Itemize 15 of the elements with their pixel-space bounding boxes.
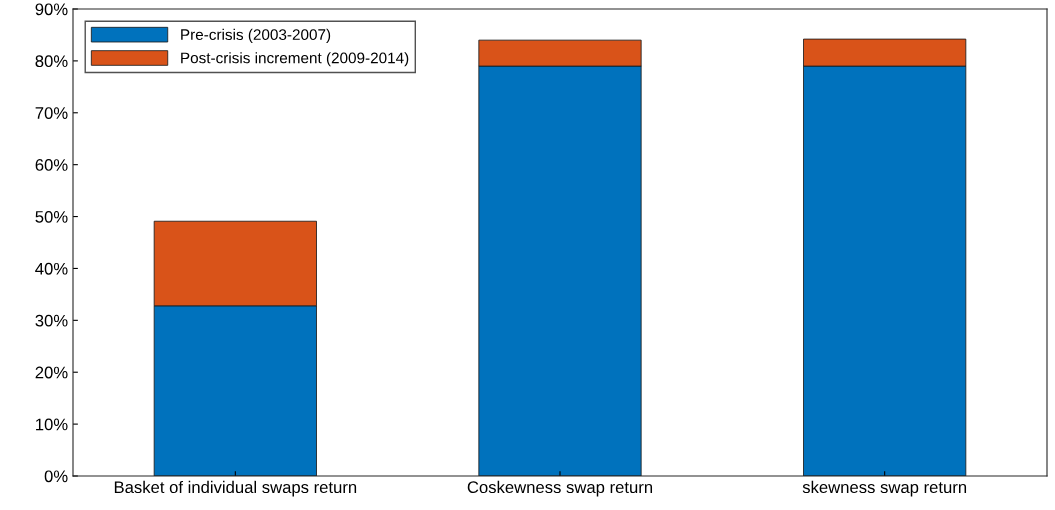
legend-label: Pre-crisis (2003-2007) [181, 28, 331, 44]
y-tick-label: 80% [35, 55, 68, 68]
y-tick-label: 10% [36, 418, 68, 431]
legend-label: Post-crisis increment (2009-2014) [181, 52, 409, 67]
y-tick-label: 0% [44, 470, 68, 483]
x-tick-label: Basket of individual swaps return [114, 480, 357, 497]
y-tick-label: 50% [35, 210, 68, 223]
y-tick-label: 60% [35, 159, 68, 171]
y-tick-label: 30% [35, 314, 68, 327]
y-tick-label: 40% [35, 262, 68, 275]
y-tick-label: 20% [35, 366, 68, 379]
x-tick-label: Coskewness swap return [467, 480, 653, 497]
y-tick-label: 90% [35, 3, 68, 16]
x-tick-label: skewness swap return [802, 480, 967, 497]
y-tick-label: 70% [35, 107, 68, 119]
